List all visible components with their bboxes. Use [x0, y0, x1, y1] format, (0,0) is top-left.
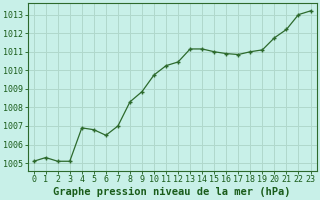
X-axis label: Graphe pression niveau de la mer (hPa): Graphe pression niveau de la mer (hPa)	[53, 186, 291, 197]
